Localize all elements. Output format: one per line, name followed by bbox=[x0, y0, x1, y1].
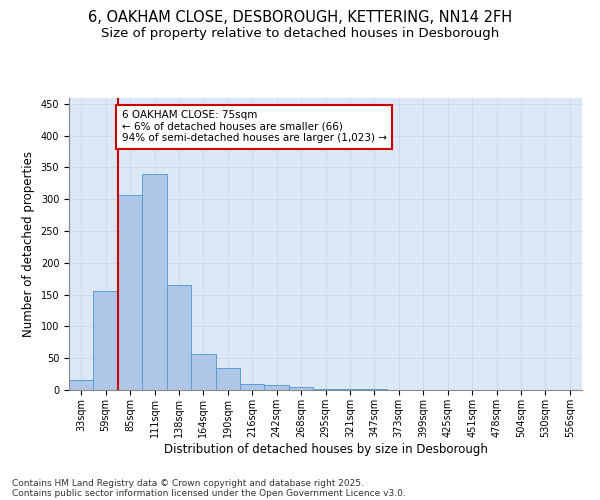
Bar bbox=[69, 380, 94, 390]
Bar bbox=[191, 354, 215, 390]
Bar bbox=[289, 387, 313, 390]
Text: Contains public sector information licensed under the Open Government Licence v3: Contains public sector information licen… bbox=[12, 488, 406, 498]
Text: 6 OAKHAM CLOSE: 75sqm
← 6% of detached houses are smaller (66)
94% of semi-detac: 6 OAKHAM CLOSE: 75sqm ← 6% of detached h… bbox=[122, 110, 386, 144]
Text: Contains HM Land Registry data © Crown copyright and database right 2025.: Contains HM Land Registry data © Crown c… bbox=[12, 478, 364, 488]
Bar bbox=[265, 385, 289, 390]
Bar bbox=[215, 368, 240, 390]
Y-axis label: Number of detached properties: Number of detached properties bbox=[22, 151, 35, 337]
Text: 6, OAKHAM CLOSE, DESBOROUGH, KETTERING, NN14 2FH: 6, OAKHAM CLOSE, DESBOROUGH, KETTERING, … bbox=[88, 10, 512, 25]
Bar bbox=[167, 285, 191, 390]
Text: Size of property relative to detached houses in Desborough: Size of property relative to detached ho… bbox=[101, 28, 499, 40]
Bar bbox=[142, 174, 167, 390]
Bar bbox=[118, 195, 142, 390]
Bar bbox=[313, 388, 338, 390]
Bar bbox=[94, 292, 118, 390]
Bar bbox=[240, 384, 265, 390]
X-axis label: Distribution of detached houses by size in Desborough: Distribution of detached houses by size … bbox=[164, 442, 487, 456]
